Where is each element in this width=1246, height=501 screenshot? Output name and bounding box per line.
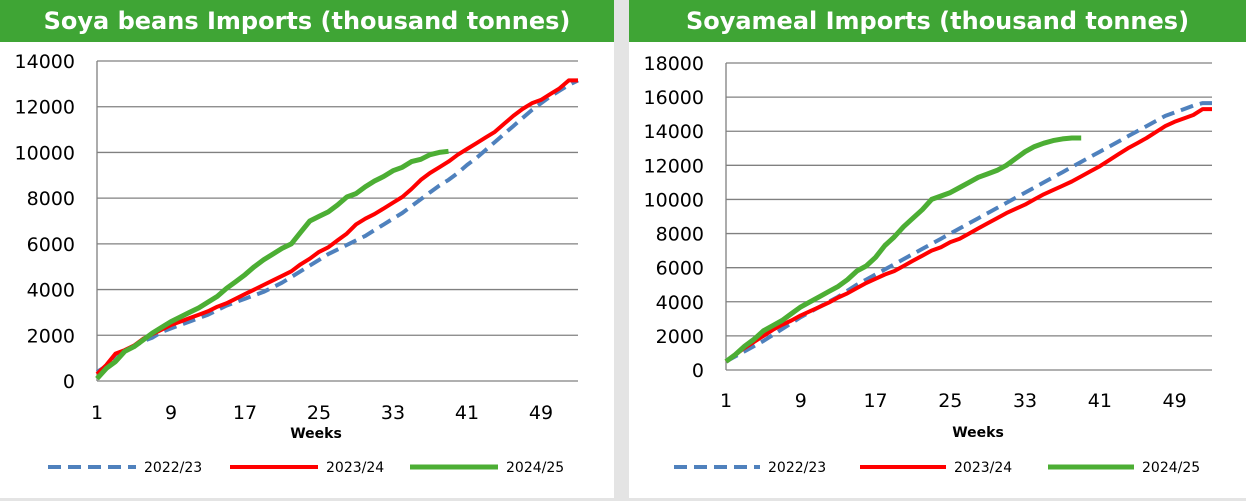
x-tick-label: 49 [529, 402, 553, 424]
x-tick-label: 17 [233, 402, 257, 424]
y-tick-label: 4000 [27, 280, 75, 302]
x-tick-label: 25 [938, 390, 962, 412]
x-tick-label: 9 [795, 390, 807, 412]
x-axis-title: Weeks [290, 426, 342, 442]
y-tick-label: 4000 [656, 292, 704, 314]
x-tick-label: 1 [91, 402, 103, 424]
legend-label: 2023/24 [954, 460, 1012, 476]
series-line-2024-25 [95, 148, 449, 381]
chart-title: Soyameal Imports (thousand tonnes) [629, 0, 1246, 42]
y-tick-label: 6000 [27, 234, 75, 256]
x-tick-label: 17 [863, 390, 887, 412]
chart-soyameal: 0 2000 4000 6000 8000 10000 12000 14000 16000 180… [644, 53, 1212, 476]
x-tick-label: 25 [307, 402, 331, 424]
y-tick-label: 0 [692, 360, 704, 382]
x-tick-label: 33 [1013, 390, 1037, 412]
legend-label: 2024/25 [1142, 460, 1200, 476]
x-tick-label: 1 [720, 390, 732, 412]
y-tick-label: 2000 [27, 325, 75, 347]
chart-soya-beans: 0 2000 4000 6000 8000 10000 12000 14000 1 9 17 25 33… [15, 51, 579, 476]
legend-label: 2022/23 [768, 460, 826, 476]
y-tick-label: 14000 [644, 121, 704, 143]
chart-title: Soya beans Imports (thousand tonnes) [0, 0, 614, 42]
y-tick-label: 16000 [644, 87, 704, 109]
y-tick-label: 18000 [644, 53, 704, 75]
chart-panel-soyameal: Soyameal Imports (thousand tonnes) 0 2000… [629, 0, 1246, 498]
series-line-2023-24 [724, 107, 1212, 364]
chart-panel-soya-beans: Soya beans Imports (thousand tonnes) 0 20… [0, 0, 614, 498]
legend-label: 2022/23 [144, 460, 202, 476]
legend-label: 2024/25 [506, 460, 564, 476]
x-tick-label: 33 [381, 402, 405, 424]
y-tick-label: 0 [63, 371, 75, 393]
y-tick-label: 10000 [644, 189, 704, 211]
series-line-2022-23 [725, 101, 1212, 364]
x-tick-label: 41 [1088, 390, 1112, 412]
x-tick-label: 9 [165, 402, 177, 424]
series-line-2024-25 [724, 135, 1082, 364]
legend-label: 2023/24 [326, 460, 384, 476]
y-tick-label: 12000 [644, 155, 704, 177]
y-tick-label: 2000 [656, 326, 704, 348]
x-tick-label: 49 [1163, 390, 1187, 412]
y-tick-label: 12000 [15, 97, 75, 119]
series-line-2022-23 [95, 78, 579, 374]
x-axis-title: Weeks [952, 425, 1004, 441]
y-tick-label: 8000 [27, 188, 75, 210]
y-tick-label: 8000 [656, 224, 704, 246]
y-tick-label: 14000 [15, 51, 75, 73]
series-line-2023-24 [95, 78, 578, 376]
y-tick-label: 10000 [15, 142, 75, 164]
y-tick-label: 6000 [656, 258, 704, 280]
x-tick-label: 41 [455, 402, 479, 424]
